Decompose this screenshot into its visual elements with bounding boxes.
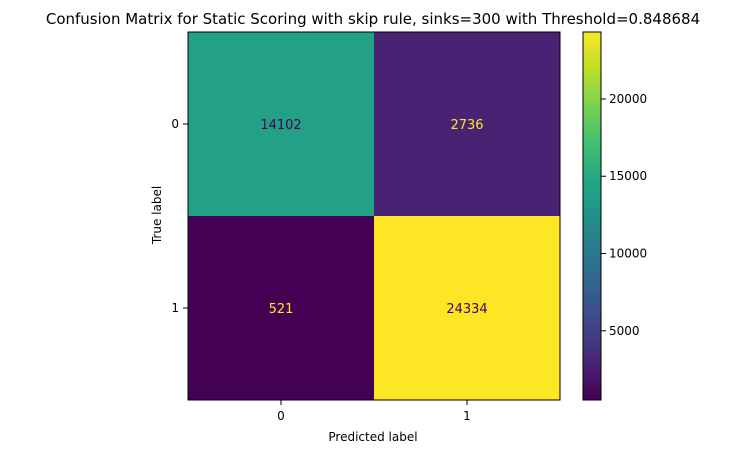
colorbar-tick-label: 15000: [609, 169, 647, 183]
heatmap-cell: [374, 32, 560, 216]
colorbar-tick-label: 10000: [609, 247, 647, 261]
colorbar-gradient: [582, 31, 602, 401]
heatmap-cell-label: 2736: [450, 118, 483, 133]
y-axis: 01: [171, 117, 188, 315]
y-axis-label: True label: [150, 186, 164, 245]
heatmap-cell-labels: 14102 2736 521 24334: [260, 118, 487, 317]
x-tick-label: 1: [463, 409, 471, 423]
heatmap-cell-label: 521: [269, 302, 294, 317]
heatmap-cells: [187, 31, 561, 401]
heatmap-cell-label: 24334: [446, 302, 487, 317]
chart-title: Confusion Matrix for Static Scoring with…: [46, 10, 700, 28]
colorbar-tick-label: 5000: [609, 324, 640, 338]
heatmap-cell: [188, 32, 374, 216]
y-tick-label: 1: [171, 301, 179, 315]
y-tick-label: 0: [171, 117, 179, 131]
heatmap-cell-label: 14102: [260, 118, 301, 133]
x-tick-label: 0: [277, 409, 285, 423]
colorbar-tick-label: 20000: [609, 92, 647, 106]
heatmap-cell: [374, 216, 560, 400]
plot-frame: [187, 31, 561, 401]
heatmap-cell: [188, 216, 374, 400]
x-axis-label: Predicted label: [328, 430, 417, 444]
colorbar: 5000 10000 15000 20000: [582, 31, 647, 401]
